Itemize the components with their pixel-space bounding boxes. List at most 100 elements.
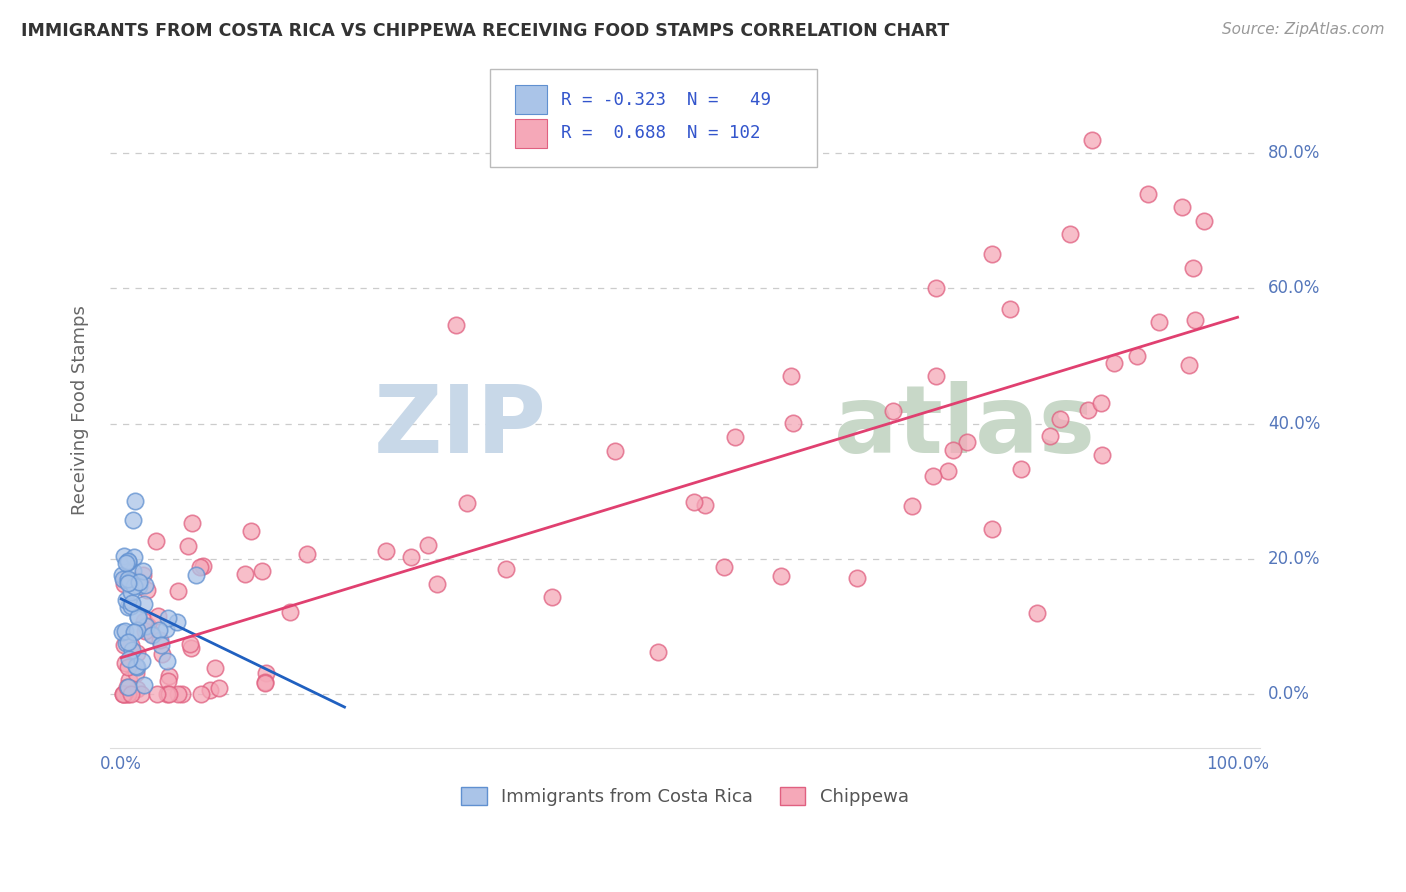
Point	[901, 500, 924, 514]
Point	[167, 687, 190, 701]
Point	[724, 430, 747, 444]
Point	[122, 565, 145, 579]
Legend: Immigrants from Costa Rica, Chippewa: Immigrants from Costa Rica, Chippewa	[454, 780, 915, 814]
Point	[1059, 227, 1081, 242]
Point	[111, 625, 134, 640]
Point	[186, 567, 208, 582]
Point	[157, 611, 180, 625]
Point	[208, 681, 231, 695]
Point	[150, 647, 173, 661]
Point	[145, 534, 167, 549]
Point	[998, 302, 1021, 317]
Text: ZIP: ZIP	[374, 381, 547, 473]
Point	[683, 495, 706, 509]
Point	[1178, 358, 1201, 372]
Point	[922, 469, 945, 483]
Point	[122, 625, 145, 640]
Point	[117, 572, 139, 586]
Point	[115, 687, 138, 701]
Point	[956, 435, 979, 450]
Point	[115, 635, 138, 649]
Point	[111, 568, 134, 582]
Point	[233, 566, 256, 581]
Point	[1090, 396, 1112, 410]
Point	[135, 619, 157, 633]
Point	[155, 622, 177, 636]
Point	[131, 654, 153, 668]
Point	[170, 687, 193, 701]
Point	[295, 547, 318, 561]
Point	[155, 687, 177, 701]
Point	[121, 596, 143, 610]
Point	[200, 683, 222, 698]
Point	[112, 576, 135, 591]
Text: 80.0%: 80.0%	[1268, 145, 1320, 162]
Text: 0.0%: 0.0%	[1268, 685, 1310, 703]
Point	[132, 568, 155, 582]
Point	[204, 661, 226, 675]
Point	[1192, 213, 1215, 227]
Point	[278, 606, 301, 620]
Point	[125, 682, 148, 697]
Bar	[515, 120, 547, 148]
Point	[124, 494, 146, 508]
Point	[112, 687, 135, 701]
Point	[112, 572, 135, 586]
Point	[112, 638, 135, 652]
Point	[132, 597, 155, 611]
Point	[111, 687, 134, 701]
Point	[925, 368, 948, 383]
Point	[125, 573, 148, 587]
Point	[188, 560, 211, 574]
Point	[149, 632, 172, 647]
Point	[540, 590, 562, 604]
Text: R =  0.688  N = 102: R = 0.688 N = 102	[561, 125, 761, 143]
Point	[120, 687, 142, 701]
Point	[782, 417, 804, 431]
Point	[181, 516, 204, 531]
Point	[925, 281, 948, 295]
Point	[191, 559, 214, 574]
Point	[1149, 315, 1171, 329]
Point	[1137, 186, 1160, 201]
Point	[149, 638, 172, 652]
Point	[1126, 349, 1149, 363]
Point	[254, 665, 277, 680]
Point	[882, 403, 904, 417]
Point	[117, 555, 139, 569]
Point	[495, 562, 517, 576]
Point	[695, 498, 717, 512]
Point	[121, 643, 143, 657]
Text: R = -0.323  N =   49: R = -0.323 N = 49	[561, 91, 770, 109]
Point	[780, 369, 803, 384]
Point	[117, 554, 139, 568]
Point	[157, 674, 180, 689]
Point	[190, 687, 212, 701]
FancyBboxPatch shape	[489, 69, 817, 167]
Point	[114, 656, 136, 670]
Point	[1184, 313, 1206, 327]
Point	[125, 623, 148, 637]
Point	[166, 584, 188, 599]
Point	[177, 539, 200, 553]
Point	[118, 673, 141, 687]
Text: Source: ZipAtlas.com: Source: ZipAtlas.com	[1222, 22, 1385, 37]
Point	[114, 624, 136, 639]
Point	[254, 675, 277, 690]
Point	[1091, 448, 1114, 462]
Point	[125, 646, 148, 660]
Point	[120, 574, 142, 588]
Point	[180, 640, 202, 655]
Point	[122, 550, 145, 565]
Point	[117, 599, 139, 614]
Point	[980, 522, 1002, 536]
Point	[134, 624, 156, 638]
Point	[117, 576, 139, 591]
Point	[117, 680, 139, 694]
Point	[120, 585, 142, 599]
Point	[148, 623, 170, 637]
Point	[426, 576, 449, 591]
Point	[1010, 462, 1032, 476]
Point	[115, 556, 138, 570]
Point	[770, 568, 793, 582]
